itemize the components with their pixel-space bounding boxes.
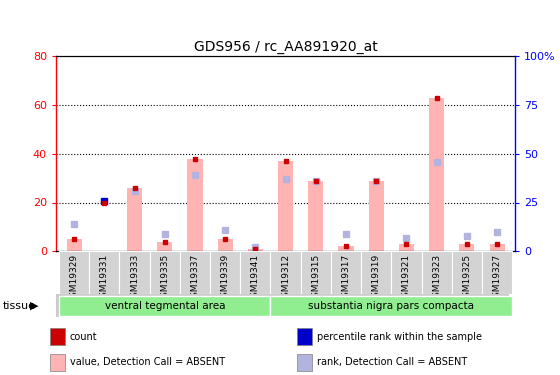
Bar [50, 328, 65, 345]
Text: GSM19325: GSM19325 [463, 254, 472, 303]
Bar [368, 180, 384, 251]
Bar [240, 251, 270, 294]
Bar [429, 98, 444, 251]
Bar [119, 251, 150, 294]
Bar [270, 296, 512, 316]
Bar [127, 188, 142, 251]
Bar [422, 251, 452, 294]
Bar [452, 251, 482, 294]
Bar [459, 244, 474, 251]
Bar [489, 244, 505, 251]
Bar [331, 251, 361, 294]
Text: GSM19327: GSM19327 [493, 254, 502, 303]
Bar [210, 251, 240, 294]
Bar [188, 159, 203, 251]
Bar [67, 239, 82, 251]
Text: GSM19337: GSM19337 [190, 254, 199, 303]
Bar [338, 246, 353, 251]
Bar [391, 251, 422, 294]
Text: GSM19321: GSM19321 [402, 254, 411, 303]
Text: GSM19333: GSM19333 [130, 254, 139, 303]
Bar [361, 251, 391, 294]
Text: rank, Detection Call = ABSENT: rank, Detection Call = ABSENT [317, 357, 467, 367]
Bar [50, 354, 65, 370]
Text: ▶: ▶ [30, 301, 38, 310]
Bar [59, 296, 270, 316]
Text: percentile rank within the sample: percentile rank within the sample [317, 332, 482, 342]
Bar [157, 242, 172, 251]
Text: GSM19341: GSM19341 [251, 254, 260, 303]
Text: GSM19331: GSM19331 [100, 254, 109, 303]
Text: GSM19323: GSM19323 [432, 254, 441, 303]
Text: GSM19312: GSM19312 [281, 254, 290, 303]
Text: count: count [70, 332, 97, 342]
Bar [297, 328, 312, 345]
Text: GSM19339: GSM19339 [221, 254, 230, 303]
Text: GSM19319: GSM19319 [372, 254, 381, 303]
Bar [150, 251, 180, 294]
Title: GDS956 / rc_AA891920_at: GDS956 / rc_AA891920_at [194, 40, 377, 54]
Bar [297, 354, 312, 370]
Bar [308, 180, 323, 251]
Text: GSM19329: GSM19329 [69, 254, 78, 303]
Bar [89, 251, 119, 294]
Bar [482, 251, 512, 294]
Text: GSM19335: GSM19335 [160, 254, 169, 303]
Bar [399, 244, 414, 251]
Bar [248, 249, 263, 251]
Bar [218, 239, 233, 251]
Bar [301, 251, 331, 294]
Bar [270, 251, 301, 294]
Bar [180, 251, 210, 294]
Text: tissue: tissue [3, 301, 36, 310]
Text: GSM19315: GSM19315 [311, 254, 320, 303]
Text: GSM19317: GSM19317 [342, 254, 351, 303]
Bar [59, 251, 89, 294]
Text: value, Detection Call = ABSENT: value, Detection Call = ABSENT [70, 357, 225, 367]
Text: ventral tegmental area: ventral tegmental area [105, 301, 225, 310]
Bar [278, 161, 293, 251]
Text: substantia nigra pars compacta: substantia nigra pars compacta [309, 301, 474, 310]
